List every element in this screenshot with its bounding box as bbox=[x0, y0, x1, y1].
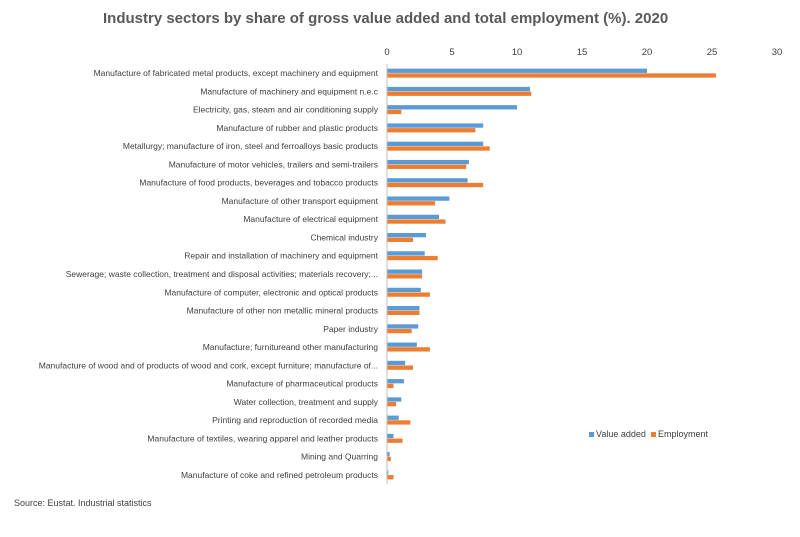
bar-employment bbox=[387, 274, 423, 279]
bar-employment bbox=[387, 182, 484, 188]
category-label: Repair and installation of machinery and… bbox=[184, 251, 378, 261]
bar-value-added bbox=[387, 141, 484, 146]
bar-employment bbox=[387, 365, 413, 370]
category-label: Manufacture of machinery and equipment n… bbox=[200, 86, 378, 96]
bar-employment bbox=[387, 219, 446, 224]
bar-employment bbox=[387, 255, 438, 261]
bar-employment bbox=[387, 164, 467, 169]
bar-value-added bbox=[387, 68, 647, 73]
bar-value-added bbox=[387, 105, 517, 110]
bar-employment bbox=[387, 201, 436, 206]
category-label: Manufacture; furnitureand other manufact… bbox=[203, 342, 379, 352]
bar-value-added bbox=[387, 379, 404, 384]
bar-value-added bbox=[387, 159, 469, 165]
category-label: Manufacture of other transport equipment bbox=[222, 196, 379, 206]
category-label: Chemical industry bbox=[310, 232, 378, 242]
bar-value-added bbox=[387, 433, 394, 439]
legend-label-value-added: Value added bbox=[596, 429, 646, 439]
bar-value-added bbox=[387, 287, 421, 293]
category-label: Electricity, gas, steam and air conditio… bbox=[193, 105, 379, 115]
bar-employment bbox=[387, 420, 411, 425]
category-label: Manufacture of motor vehicles, trailers … bbox=[169, 159, 378, 169]
bar-value-added bbox=[387, 123, 484, 128]
bar-employment bbox=[387, 328, 412, 334]
bar-employment bbox=[387, 237, 413, 242]
bar-employment bbox=[387, 475, 394, 480]
x-tick-label: 10 bbox=[512, 47, 523, 58]
bar-value-added bbox=[387, 214, 439, 220]
bar-value-added bbox=[387, 342, 417, 347]
bar-value-added bbox=[387, 196, 450, 201]
category-label: Paper industry bbox=[323, 324, 379, 334]
category-label: Manufacture of electrical equipment bbox=[243, 214, 378, 224]
category-label: Metallurgy; manufacture of iron, steel a… bbox=[123, 141, 378, 151]
bar-employment bbox=[387, 438, 403, 443]
category-label: Mining and Quarring bbox=[301, 452, 378, 462]
bar-value-added bbox=[387, 397, 402, 402]
category-label: Manufacture of food products, beverages … bbox=[139, 178, 378, 188]
chart-title: Industry sectors by share of gross value… bbox=[103, 10, 669, 27]
category-label: Manufacture of other non metallic minera… bbox=[187, 306, 378, 316]
category-label: Manufacture of computer, electronic and … bbox=[164, 287, 378, 297]
legend-label-employment: Employment bbox=[658, 429, 709, 439]
bar-value-added bbox=[387, 86, 530, 92]
bar-employment bbox=[387, 292, 430, 297]
category-label: Manufacture of fabricated metal products… bbox=[94, 68, 379, 78]
x-tick-label: 5 bbox=[449, 47, 454, 58]
x-tick-label: 20 bbox=[642, 47, 653, 58]
x-tick-label: 0 bbox=[384, 47, 389, 58]
bar-value-added bbox=[387, 415, 399, 420]
bar-value-added bbox=[387, 269, 423, 274]
bar-value-added bbox=[387, 251, 425, 256]
legend-swatch-employment bbox=[651, 432, 656, 437]
bar-value-added bbox=[387, 360, 406, 366]
bar-employment bbox=[387, 73, 716, 78]
bar-employment bbox=[387, 128, 476, 133]
legend-swatch-value-added bbox=[589, 432, 594, 437]
bar-value-added bbox=[387, 452, 390, 457]
bar-employment bbox=[387, 383, 394, 389]
bar-value-added bbox=[387, 306, 420, 311]
bar-value-added bbox=[387, 178, 468, 183]
bar-employment bbox=[387, 109, 402, 115]
bar-employment bbox=[387, 347, 430, 352]
category-label: Manufacture of textiles, wearing apparel… bbox=[147, 433, 378, 443]
category-label: Water collection, treatment and supply bbox=[234, 397, 379, 407]
x-tick-label: 25 bbox=[707, 47, 718, 58]
category-label: Printing and reproduction of recorded me… bbox=[212, 415, 378, 425]
bar-employment bbox=[387, 402, 397, 407]
category-label: Manufacture of wood and of products of w… bbox=[39, 360, 378, 370]
bar-value-added bbox=[387, 232, 426, 238]
x-tick-label: 30 bbox=[772, 47, 783, 58]
bar-employment bbox=[387, 91, 532, 96]
bar-value-added bbox=[387, 324, 419, 329]
category-label: Sewerage; waste collection, treatment an… bbox=[66, 269, 378, 279]
category-label: Manufacture of rubber and plastic produc… bbox=[216, 123, 378, 133]
bar-value-added bbox=[387, 470, 389, 475]
x-tick-label: 15 bbox=[577, 47, 588, 58]
category-label: Manufacture of pharmaceutical products bbox=[226, 379, 378, 389]
source-note: Source: Eustat. Industrial statistics bbox=[14, 498, 152, 508]
bar-employment bbox=[387, 146, 490, 151]
bar-employment bbox=[387, 456, 391, 462]
bar-employment bbox=[387, 310, 420, 316]
category-label: Manufacture of coke and refined petroleu… bbox=[181, 470, 378, 480]
